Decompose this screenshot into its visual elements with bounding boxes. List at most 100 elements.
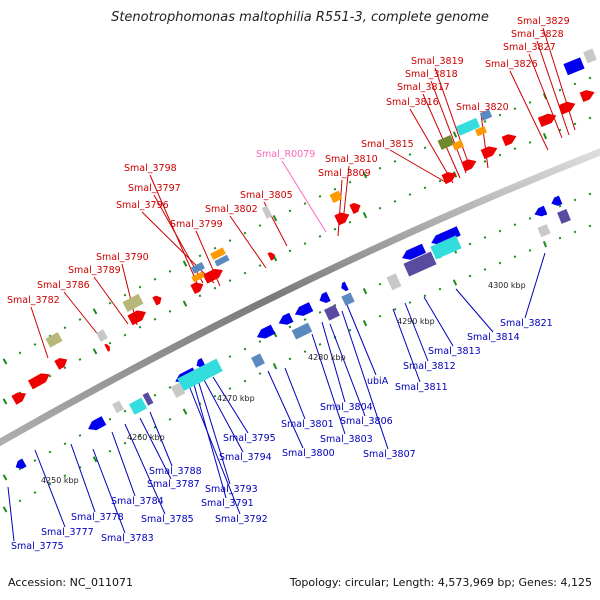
tick-mark [108, 301, 112, 305]
tick-mark [258, 340, 262, 343]
tick-mark [78, 434, 82, 437]
tick-mark [153, 277, 157, 281]
leader-line [344, 299, 377, 376]
tick-mark [528, 217, 532, 220]
tick-mark [378, 206, 382, 210]
tick-mark [573, 198, 577, 202]
gene-label-smal-3816: Smal_3816 [386, 97, 439, 108]
leader-line [542, 27, 576, 131]
cyan-gene-glyph [129, 397, 147, 415]
tick-mark [423, 294, 427, 298]
gene-label-smal-3804: Smal_3804 [320, 402, 373, 413]
leader-line [409, 108, 454, 184]
tick-mark [528, 141, 532, 144]
tick-mark [272, 363, 278, 370]
blue-gene-glyph [88, 416, 107, 431]
tick-mark [168, 310, 172, 313]
tick-mark [408, 301, 412, 304]
gene-label-smal-3785: Smal_3785 [141, 514, 194, 525]
gene-label-smal-3815: Smal_3815 [361, 139, 414, 150]
tick-mark [542, 133, 548, 140]
leader-line [422, 93, 461, 179]
tick-mark [378, 314, 382, 318]
tick-mark [258, 224, 262, 227]
tick-mark [498, 229, 502, 233]
tick-mark [348, 180, 352, 184]
purple-gene-glyph [557, 208, 571, 224]
orange-gene-glyph [452, 139, 464, 151]
leader-line [34, 449, 66, 528]
tick-mark [228, 239, 232, 242]
leader-line [321, 321, 346, 403]
tick-mark [108, 417, 112, 421]
tick-mark [362, 212, 368, 219]
cyan-gene-glyph [430, 235, 462, 260]
steel-gene-glyph [191, 262, 205, 274]
tick-mark [92, 456, 98, 463]
tick-mark [243, 347, 247, 351]
gene-label-smal-r0079: Smal_R0079 [256, 149, 315, 160]
red-gene-glyph [349, 202, 361, 215]
tick-mark [513, 107, 517, 111]
gene-features [11, 48, 597, 469]
red-gene-glyph [27, 373, 50, 390]
gray-gene-glyph [261, 205, 273, 219]
leader-line [7, 486, 15, 542]
tick-mark [393, 308, 397, 311]
tick-mark [362, 288, 368, 295]
red-gene-glyph [501, 134, 517, 147]
steel-gene-glyph [341, 292, 355, 306]
tick-mark [18, 499, 22, 503]
scale-label-4280: 4280 kbp [308, 353, 346, 362]
gene-label-smal-3810: Smal_3810 [325, 154, 378, 165]
tick-mark [513, 223, 517, 227]
gene-label-smal-3777: Smal_3777 [41, 527, 94, 538]
red-gene-glyph [104, 343, 110, 352]
tick-mark [558, 236, 562, 240]
tick-mark [573, 122, 577, 126]
tick-mark [528, 101, 532, 104]
tick-mark [123, 409, 127, 413]
scale-label-4260: 4260 kbp [127, 433, 165, 442]
steel-gene-glyph [214, 254, 230, 267]
genome-backbone [0, 148, 600, 447]
gene-label-smal-3784: Smal_3784 [111, 496, 164, 507]
tick-mark [528, 249, 532, 252]
tick-mark [452, 131, 458, 138]
gene-label-smal-3789: Smal_3789 [68, 265, 121, 276]
leader-line [329, 323, 366, 417]
tick-mark [408, 153, 412, 156]
leader-line [124, 423, 166, 515]
red-gene-glyph [334, 212, 350, 226]
scale-label-4290: 4290 kbp [397, 317, 435, 326]
red-gene-glyph [127, 310, 146, 326]
red-gene-glyph [579, 90, 595, 102]
scale-label-4270: 4270 kbp [217, 394, 255, 403]
tick-mark [63, 442, 67, 446]
tick-mark [558, 88, 562, 92]
tick-mark [393, 200, 397, 203]
gene-label-smal-3797: Smal_3797 [128, 183, 181, 194]
leader-line [267, 370, 304, 449]
leader-line [192, 380, 227, 499]
leader-line [528, 53, 563, 139]
tick-mark [303, 350, 307, 353]
leader-line [455, 288, 494, 333]
tick-mark [48, 374, 52, 378]
tick-mark [108, 449, 112, 453]
tick-mark [558, 204, 562, 208]
tick-mark [303, 202, 307, 205]
tick-mark [468, 274, 472, 278]
leader-line [149, 411, 173, 467]
leader-line [536, 40, 570, 136]
gene-label-smal-3819: Smal_3819 [411, 56, 464, 67]
leader-line [423, 296, 454, 347]
tick-mark [63, 366, 67, 370]
tick-mark [423, 146, 427, 150]
blue-gene-glyph [294, 302, 314, 316]
tick-mark [213, 246, 217, 250]
tick-mark [213, 394, 217, 398]
green-gene-glyph [437, 135, 455, 150]
tick-mark [168, 386, 172, 389]
